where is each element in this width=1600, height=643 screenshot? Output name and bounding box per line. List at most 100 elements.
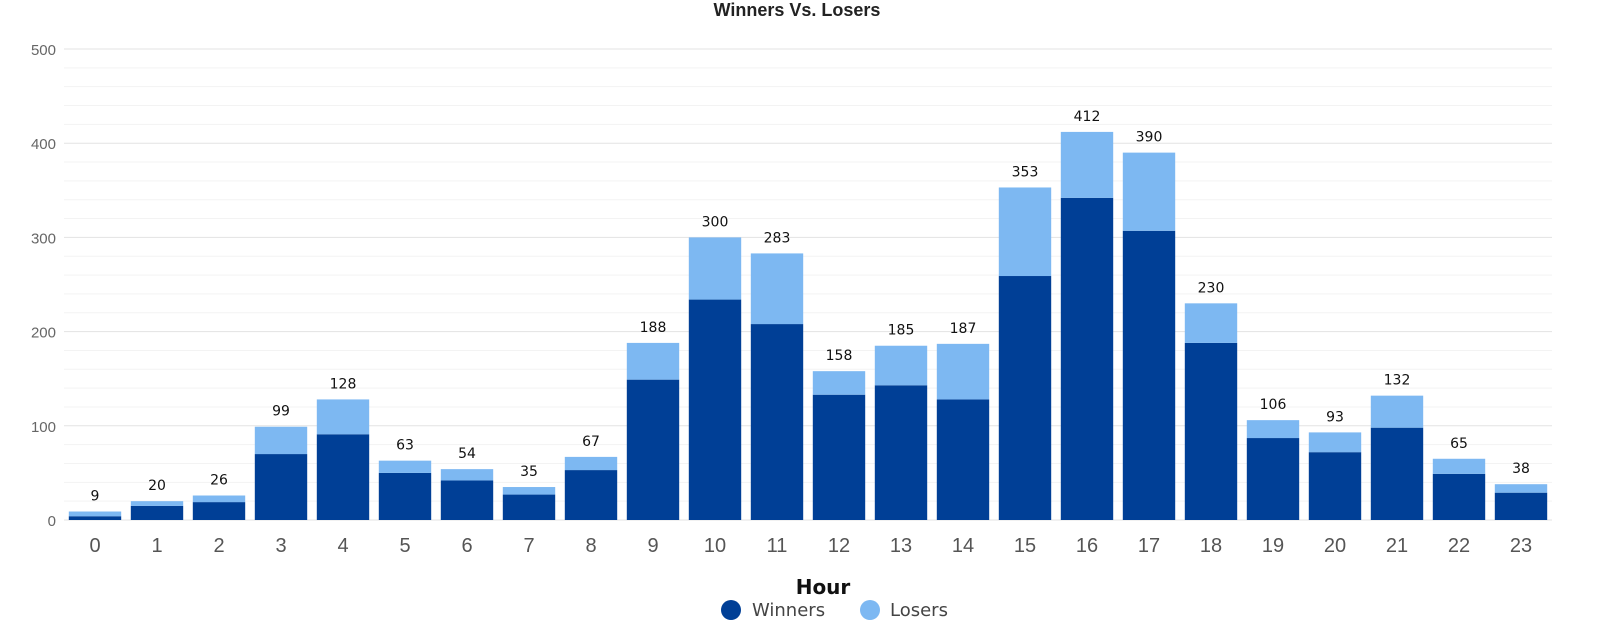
x-tick-label: 13 <box>890 535 912 557</box>
x-tick-label: 16 <box>1076 535 1098 557</box>
legend-label-winners: Winners <box>752 600 825 621</box>
bar-losers-hour-21 <box>1370 395 1424 428</box>
total-label-hour-4: 128 <box>330 376 357 392</box>
bar-winners-hour-8 <box>564 470 618 520</box>
bar-losers-hour-5 <box>378 460 432 473</box>
x-tick-label: 14 <box>952 535 974 557</box>
bar-losers-hour-11 <box>750 253 804 325</box>
bar-losers-hour-13 <box>874 345 928 386</box>
x-tick-label: 19 <box>1262 535 1284 557</box>
y-tick-label: 100 <box>31 419 56 436</box>
total-label-hour-18: 230 <box>1198 280 1225 296</box>
bar-winners-hour-21 <box>1370 427 1424 520</box>
x-tick-label: 18 <box>1200 535 1222 557</box>
bar-winners-hour-23 <box>1494 492 1548 520</box>
bar-losers-hour-6 <box>440 469 494 481</box>
bar-winners-hour-4 <box>316 434 370 520</box>
bar-losers-hour-18 <box>1184 303 1238 343</box>
bar-losers-hour-2 <box>192 495 246 503</box>
x-tick-label: 17 <box>1138 535 1160 557</box>
bar-losers-hour-20 <box>1308 432 1362 453</box>
total-label-hour-11: 283 <box>764 230 791 246</box>
bar-losers-hour-0 <box>68 511 122 517</box>
bar-winners-hour-6 <box>440 480 494 520</box>
x-tick-label: 22 <box>1448 535 1470 557</box>
total-label-hour-15: 353 <box>1012 164 1039 180</box>
bar-losers-hour-9 <box>626 342 680 380</box>
x-tick-label: 9 <box>647 535 658 557</box>
y-tick-label: 200 <box>31 325 56 342</box>
bar-losers-hour-22 <box>1432 458 1486 474</box>
x-axis-title: Hour <box>796 575 851 599</box>
x-tick-label: 3 <box>275 535 286 557</box>
bar-winners-hour-3 <box>254 454 308 520</box>
x-tick-label: 11 <box>767 535 788 557</box>
x-tick-label: 8 <box>585 535 596 557</box>
bar-winners-hour-0 <box>68 516 122 520</box>
bar-losers-hour-12 <box>812 371 866 395</box>
bar-losers-hour-4 <box>316 399 370 435</box>
legend: Winners Losers <box>721 600 948 621</box>
y-tick-label: 500 <box>31 42 56 59</box>
bar-winners-hour-15 <box>998 276 1052 520</box>
bar-losers-hour-10 <box>688 237 742 300</box>
x-tick-label: 5 <box>399 535 410 557</box>
x-tick-label: 2 <box>213 535 224 557</box>
total-label-hour-13: 185 <box>888 323 915 339</box>
bar-winners-hour-9 <box>626 379 680 520</box>
legend-marker-losers <box>860 600 880 620</box>
bar-winners-hour-12 <box>812 394 866 520</box>
y-axis: 0 100 200 300 400 500 <box>31 42 56 530</box>
bar-winners-hour-11 <box>750 324 804 520</box>
x-tick-label: 15 <box>1014 535 1036 557</box>
x-tick-label: 7 <box>523 535 534 557</box>
bar-losers-hour-14 <box>936 343 990 400</box>
bar-winners-hour-16 <box>1060 197 1114 520</box>
total-label-hour-21: 132 <box>1384 373 1411 389</box>
total-label-hour-12: 158 <box>826 348 853 364</box>
bar-winners-hour-7 <box>502 494 556 520</box>
total-label-hour-23: 38 <box>1512 461 1530 477</box>
bar-losers-hour-8 <box>564 456 618 471</box>
x-tick-label: 4 <box>337 535 348 557</box>
bar-winners-hour-13 <box>874 385 928 520</box>
chart-title: Winners Vs. Losers <box>714 0 881 20</box>
y-tick-label: 400 <box>31 136 56 153</box>
total-label-hour-19: 106 <box>1260 397 1287 413</box>
x-tick-label: 1 <box>151 535 162 557</box>
total-label-hour-10: 300 <box>702 214 729 230</box>
total-label-hour-3: 99 <box>272 404 290 420</box>
x-axis: 0 1 2 3 4 5 6 7 8 9 10 11 12 13 14 15 16 17 18 19 20 21 22 23 <box>89 535 1532 557</box>
bar-winners-hour-20 <box>1308 452 1362 520</box>
total-label-hour-5: 63 <box>396 438 414 454</box>
y-tick-label: 0 <box>48 513 56 530</box>
bar-winners-hour-14 <box>936 399 990 520</box>
bar-losers-hour-23 <box>1494 484 1548 493</box>
x-tick-label: 0 <box>89 535 100 557</box>
x-tick-label: 20 <box>1324 535 1346 557</box>
total-label-hour-14: 187 <box>950 321 977 337</box>
bar-winners-hour-22 <box>1432 473 1486 520</box>
x-tick-label: 6 <box>461 535 472 557</box>
total-label-hour-0: 9 <box>91 489 100 505</box>
x-tick-label: 10 <box>704 535 726 557</box>
legend-label-losers: Losers <box>890 600 948 621</box>
x-tick-label: 23 <box>1510 535 1532 557</box>
bar-winners-hour-1 <box>130 505 184 520</box>
bar-losers-hour-3 <box>254 426 308 455</box>
bar-losers-hour-19 <box>1246 420 1300 439</box>
total-label-hour-9: 188 <box>640 320 667 336</box>
total-labels: 9 20 26 99 128 63 54 35 67 188 300 283 158 185 187 353 4… <box>91 109 1530 505</box>
bar-losers-hour-15 <box>998 187 1052 277</box>
bars <box>68 131 1548 520</box>
y-tick-label: 300 <box>31 230 56 247</box>
total-label-hour-8: 67 <box>582 434 600 450</box>
bar-winners-hour-2 <box>192 502 246 520</box>
bar-winners-hour-5 <box>378 472 432 520</box>
total-label-hour-16: 412 <box>1074 109 1101 125</box>
bar-losers-hour-16 <box>1060 131 1114 198</box>
gridlines <box>64 48 1552 521</box>
total-label-hour-2: 26 <box>210 473 228 489</box>
bar-winners-hour-18 <box>1184 342 1238 520</box>
